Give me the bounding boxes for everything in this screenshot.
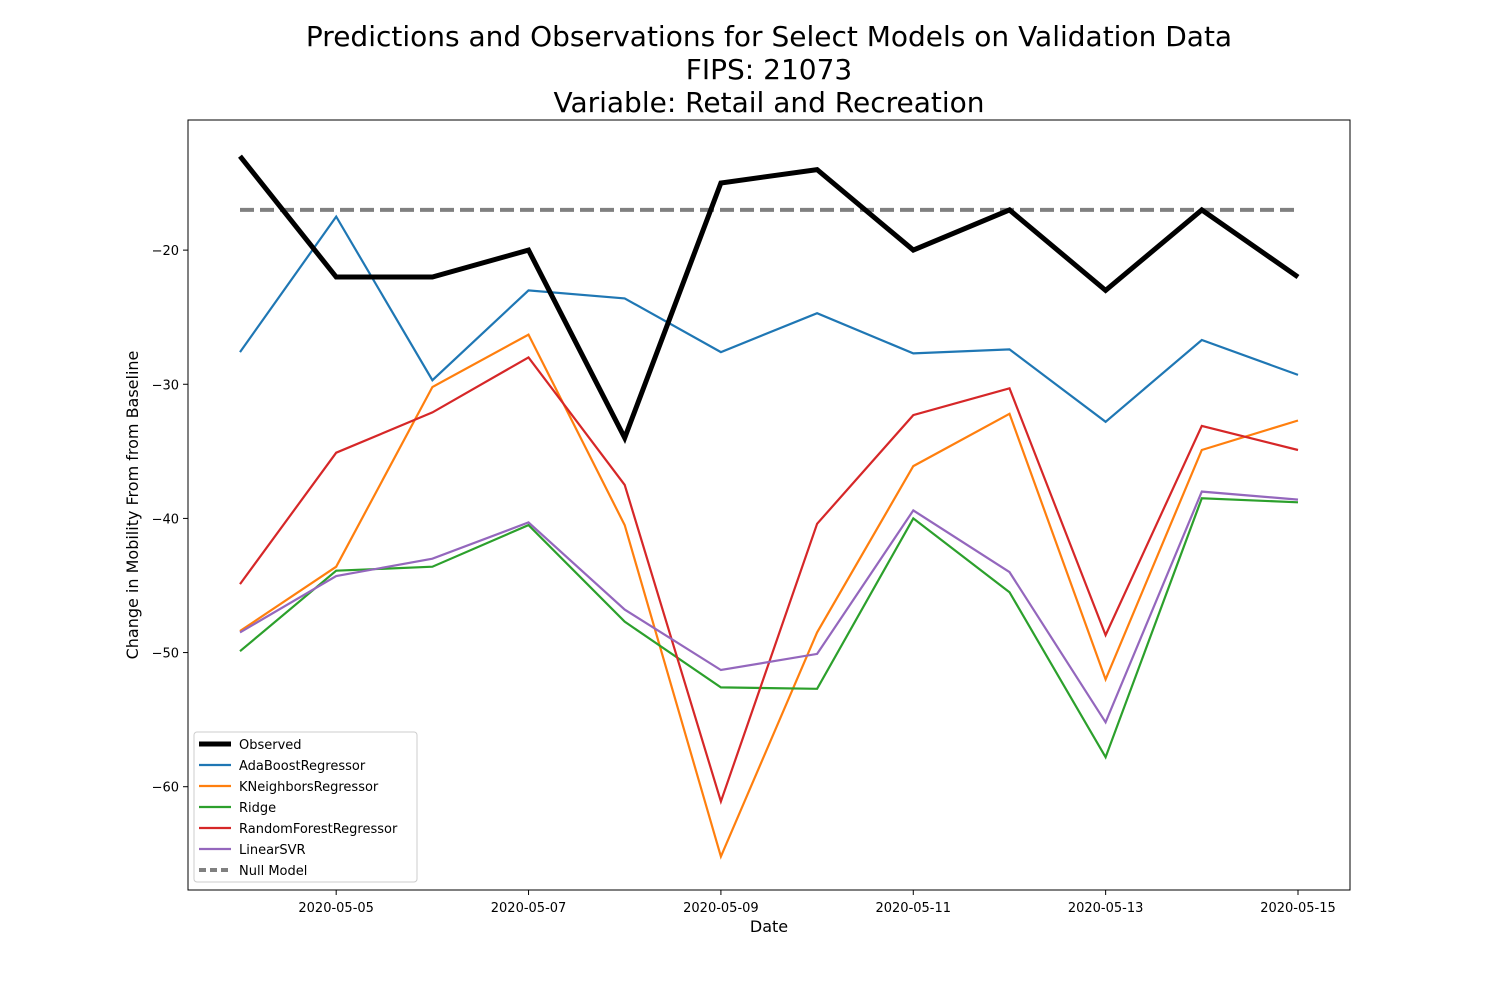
x-tick-label: 2020-05-07 <box>491 901 567 916</box>
legend-box <box>193 731 418 883</box>
legend-label: Observed <box>239 738 302 753</box>
chart-title-line-2: FIPS: 21073 <box>686 53 852 86</box>
legend-item-null-model: Null Model <box>199 864 307 879</box>
plot-frame <box>187 119 1351 891</box>
y-tick-label: −40 <box>152 512 179 527</box>
legend-label: Ridge <box>239 801 276 816</box>
series-line-observed <box>238 154 1300 445</box>
y-tick-label: −30 <box>152 378 179 393</box>
legend-item-adaboostregressor: AdaBoostRegressor <box>199 759 366 774</box>
series-line-ridge <box>239 497 1299 760</box>
x-tick-label: 2020-05-09 <box>683 901 759 916</box>
legend-label: KNeighborsRegressor <box>239 780 379 795</box>
y-tick-label: −50 <box>152 647 179 662</box>
series-line-kneighborsregressor <box>239 333 1299 860</box>
x-axis-label: Date <box>750 917 788 936</box>
legend-label: AdaBoostRegressor <box>239 759 366 774</box>
legend-label: Null Model <box>239 864 307 879</box>
legend-item-linearsvr: LinearSVR <box>199 843 306 858</box>
chart-title-line-3: Variable: Retail and Recreation <box>553 86 984 119</box>
legend: Observed AdaBoostRegressor KNeighborsRegre… <box>193 731 418 883</box>
y-axis-label: Change in Mobility From from Baseline <box>123 351 142 660</box>
legend-item-randomforestregressor: RandomForestRegressor <box>199 822 398 837</box>
x-tick-label: 2020-05-05 <box>298 901 374 916</box>
legend-item-observed: Observed <box>199 738 302 753</box>
y-axis: −20 −30 −40 −50 −60 <box>152 244 188 796</box>
legend-item-kneighborsregressor: KNeighborsRegressor <box>199 780 379 795</box>
legend-label: LinearSVR <box>239 843 306 858</box>
series-layer <box>238 154 1300 860</box>
y-tick-label: −20 <box>152 244 179 259</box>
x-axis: 2020-05-05 2020-05-07 2020-05-09 2020-05-11… <box>298 890 1336 916</box>
y-tick-label: −60 <box>152 781 179 796</box>
legend-item-ridge: Ridge <box>199 801 276 816</box>
x-tick-label: 2020-05-15 <box>1260 901 1336 916</box>
series-line-linearsvr <box>239 490 1299 725</box>
series-line-adaboostregressor <box>239 214 1299 424</box>
x-tick-label: 2020-05-11 <box>875 901 951 916</box>
legend-label: RandomForestRegressor <box>239 822 398 837</box>
x-tick-label: 2020-05-13 <box>1068 901 1144 916</box>
chart-title-line-1: Predictions and Observations for Select … <box>306 20 1232 53</box>
